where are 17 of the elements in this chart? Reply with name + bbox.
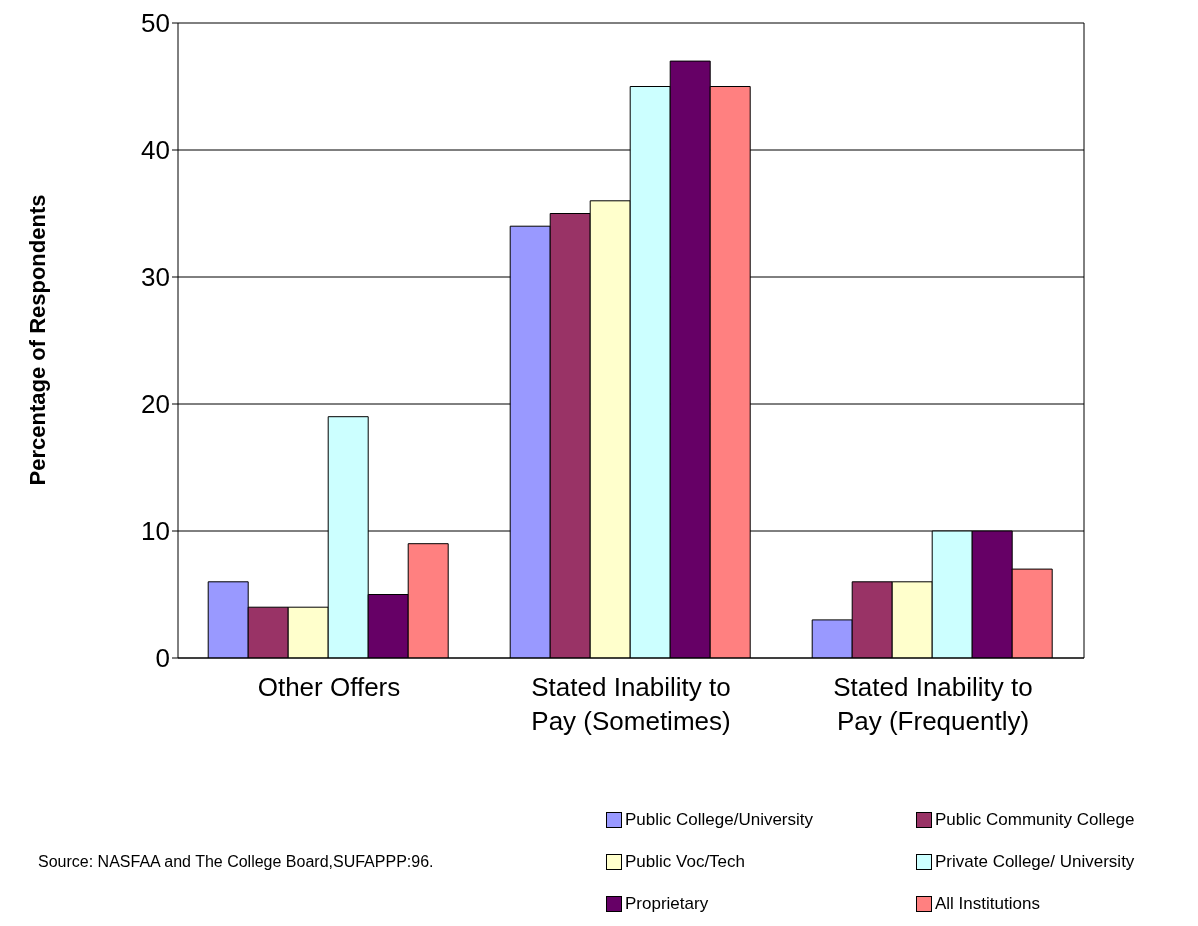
y-tick-label: 20 [141,389,170,420]
legend-label: Private College/ University [935,852,1135,872]
x-tick-label: Other Offers [257,672,401,702]
y-axis-title: Percentage of Respondents [25,194,51,485]
legend-label: All Institutions [935,894,1040,914]
y-tick-label: 40 [141,135,170,166]
source-note: Source: NASFAA and The College Board,SUFAPPP:96. [38,853,435,871]
y-tick-label: 10 [141,516,170,547]
y-tick-label: 30 [141,262,170,293]
legend-label: Public College/University [625,810,814,830]
legend-label: Public Community College [935,810,1135,830]
legend-label: Public Voc/Tech [625,852,746,872]
y-tick-label: 0 [155,643,170,674]
legend-label: Proprietary [625,894,709,914]
x-tick-label: Stated Inability to Pay (Frequently) [833,672,1033,736]
x-tick-label: Stated Inability to Pay (Sometimes) [531,672,731,736]
y-tick-label: 50 [141,8,170,39]
